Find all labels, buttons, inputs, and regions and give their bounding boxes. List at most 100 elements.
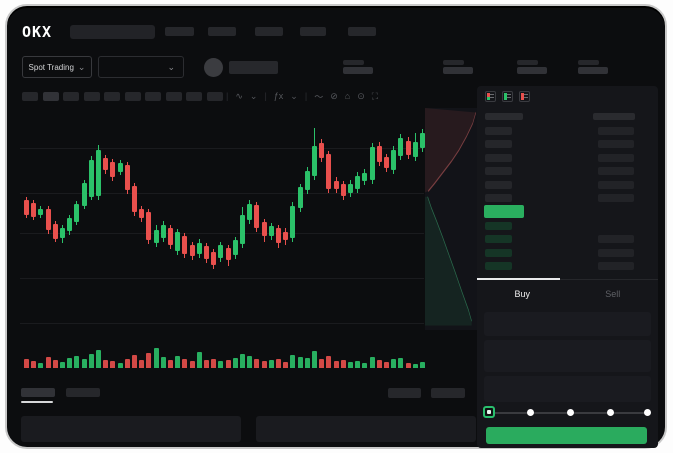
ask-price-placeholder[interactable]: [485, 194, 512, 202]
ask-price-placeholder[interactable]: [485, 127, 512, 135]
last-price-bar[interactable]: [484, 205, 524, 218]
pair-dropdown[interactable]: ⌄: [98, 56, 184, 78]
ob-icon-lines: [490, 94, 494, 95]
volume-bar: [103, 360, 109, 368]
amount-slider[interactable]: [483, 406, 651, 419]
ob-icon-lines: [524, 94, 528, 95]
candle-body: [362, 173, 368, 181]
timeframe-button-1[interactable]: [22, 92, 38, 101]
volume-bar: [196, 352, 202, 368]
bid-price-placeholder[interactable]: [485, 222, 512, 230]
bottom-tab-1[interactable]: [21, 388, 55, 397]
volume-bar: [369, 357, 375, 368]
slider-step-dot-2[interactable]: [527, 409, 534, 416]
tab-buy[interactable]: Buy: [477, 278, 568, 308]
orderbook-bids-icon[interactable]: [502, 91, 513, 102]
volume-bar: [60, 362, 65, 368]
candle-body: [153, 230, 159, 243]
chevron-down-icon[interactable]: ⌄: [290, 90, 298, 101]
fullscreen-icon[interactable]: ⛶: [371, 90, 379, 101]
orderbook-header-price: [485, 113, 523, 120]
ask-price-placeholder[interactable]: [485, 140, 512, 149]
ask-price-placeholder[interactable]: [485, 153, 512, 162]
market-type-dropdown[interactable]: Spot Trading ⌄: [22, 56, 92, 78]
place-order-button[interactable]: [486, 427, 647, 444]
volume-bar: [355, 361, 361, 368]
market-type-label: Spot Trading: [28, 62, 74, 72]
candle-body: [146, 212, 152, 240]
bid-price-placeholder[interactable]: [485, 235, 512, 244]
candle-body: [412, 142, 418, 157]
candle-body: [117, 163, 123, 172]
tab-sell[interactable]: Sell: [568, 280, 659, 308]
volume-bar: [283, 362, 289, 368]
timeframe-button-7[interactable]: [145, 92, 161, 101]
candle-body: [290, 206, 296, 238]
ask-price-placeholder[interactable]: [485, 167, 512, 176]
bottom-tab-2[interactable]: [66, 388, 100, 397]
ob-icon-lines: [507, 94, 511, 95]
sell-tab-label: Sell: [605, 289, 621, 299]
orderbook-header-amount: [593, 113, 635, 120]
slider-step-dot-5[interactable]: [644, 409, 651, 416]
bid-price-placeholder[interactable]: [485, 262, 512, 271]
volume-bar: [124, 359, 130, 368]
volume-bar: [139, 360, 145, 368]
candle-body: [283, 232, 289, 240]
camera-icon[interactable]: ⌂: [344, 91, 351, 101]
timeframe-button-2[interactable]: [42, 92, 59, 101]
slider-step-dot-4[interactable]: [607, 409, 614, 416]
draw-tool-icon[interactable]: ⊘: [330, 90, 338, 101]
candle-body: [124, 165, 130, 190]
ask-price-placeholder[interactable]: [485, 180, 512, 189]
bid-price-placeholder[interactable]: [485, 248, 512, 257]
indicator-fx-icon[interactable]: ƒx: [273, 91, 284, 101]
ob-icon-colors: [487, 93, 490, 100]
candle-body: [304, 171, 310, 190]
chart-gridline-2: [20, 193, 424, 194]
search-input[interactable]: [70, 25, 155, 39]
volume-bar: [211, 359, 217, 368]
candle-style-icon[interactable]: ∿: [235, 90, 243, 101]
timeframe-button-5[interactable]: [104, 92, 120, 101]
settings-gear-icon[interactable]: ⊙: [357, 90, 365, 101]
candle-body: [160, 225, 166, 238]
timeframe-button-4[interactable]: [83, 92, 100, 101]
timeframe-button-6[interactable]: [124, 92, 141, 101]
okx-logo[interactable]: OKX: [22, 23, 53, 41]
nav-item-2[interactable]: [208, 27, 236, 36]
chevron-down-icon: ⌄: [167, 62, 175, 72]
slider-step-dot-3[interactable]: [567, 409, 574, 416]
orderbook-asks-icon[interactable]: [519, 91, 530, 102]
timeframe-button-10[interactable]: [206, 92, 223, 101]
candle-body: [31, 203, 37, 217]
orderbook-both-icon[interactable]: [485, 91, 496, 102]
nav-item-4[interactable]: [300, 27, 326, 36]
candle-body: [175, 232, 181, 251]
nav-item-5[interactable]: [348, 27, 376, 36]
timeframe-button-9[interactable]: [186, 92, 202, 101]
nav-item-3[interactable]: [255, 27, 283, 36]
pair-name-placeholder: [229, 61, 278, 74]
line-tool-icon[interactable]: 〜: [314, 91, 324, 102]
order-field-1[interactable]: [484, 312, 651, 336]
order-field-3[interactable]: [484, 376, 651, 402]
volume-bar: [74, 356, 80, 368]
bottom-active-tab-underline: [21, 401, 53, 403]
order-field-2[interactable]: [484, 340, 651, 372]
volume-bar: [24, 359, 29, 368]
nav-item-1[interactable]: [165, 27, 194, 36]
candle-body: [74, 204, 80, 222]
candle-body: [268, 226, 274, 236]
bottom-action-1[interactable]: [388, 388, 421, 398]
timeframe-button-8[interactable]: [165, 92, 182, 101]
bid-amount-placeholder: [598, 235, 634, 244]
timeframe-button-3[interactable]: [63, 92, 79, 101]
slider-handle[interactable]: [483, 406, 495, 418]
depth-ask-line: [428, 111, 477, 193]
chevron-down-icon[interactable]: ⌄: [249, 90, 258, 101]
bottom-action-2[interactable]: [431, 388, 465, 398]
divider: |: [264, 91, 267, 101]
volume-bar: [376, 360, 382, 368]
